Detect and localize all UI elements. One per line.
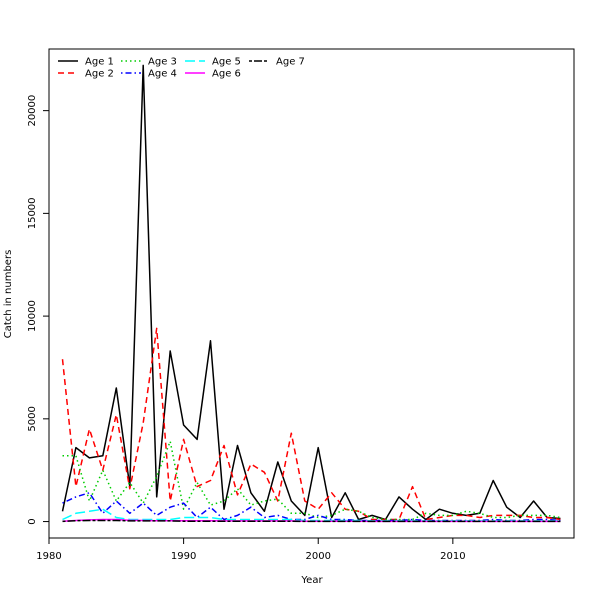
legend-label: Age 5 [212,57,241,68]
legend-label: Age 6 [212,69,241,80]
x-tick-label: 1980 [36,551,61,562]
y-axis: 0 5000 10000 15000 20000 [27,95,49,525]
x-axis-title: Year [300,575,323,586]
legend-label: Age 1 [85,57,114,68]
x-axis: 1980 1990 2000 2010 [36,538,466,562]
x-tick-label: 1990 [171,551,196,562]
legend-label: Age 7 [276,57,305,68]
legend-label: Age 3 [148,57,177,68]
series-line-age-2 [61,327,561,521]
legend-label: Age 2 [85,69,114,80]
y-tick-label: 20000 [27,95,38,127]
y-tick-label: 0 [27,518,38,524]
x-tick-label: 2000 [306,551,331,562]
series-layer [61,64,561,523]
series-line-age-3 [62,440,561,521]
plot-frame [48,48,575,539]
x-tick-label: 2010 [440,551,465,562]
y-tick-label: 10000 [27,300,38,332]
series-line-age-4 [62,492,561,522]
series-line-age-1 [61,64,561,521]
y-axis-title: Catch in numbers [3,250,14,339]
y-tick-label: 5000 [27,406,38,431]
y-tick-label: 15000 [27,197,38,229]
series-line-age-5 [62,508,561,522]
legend-label: Age 4 [148,69,177,80]
series-line-age-7 [62,519,561,523]
